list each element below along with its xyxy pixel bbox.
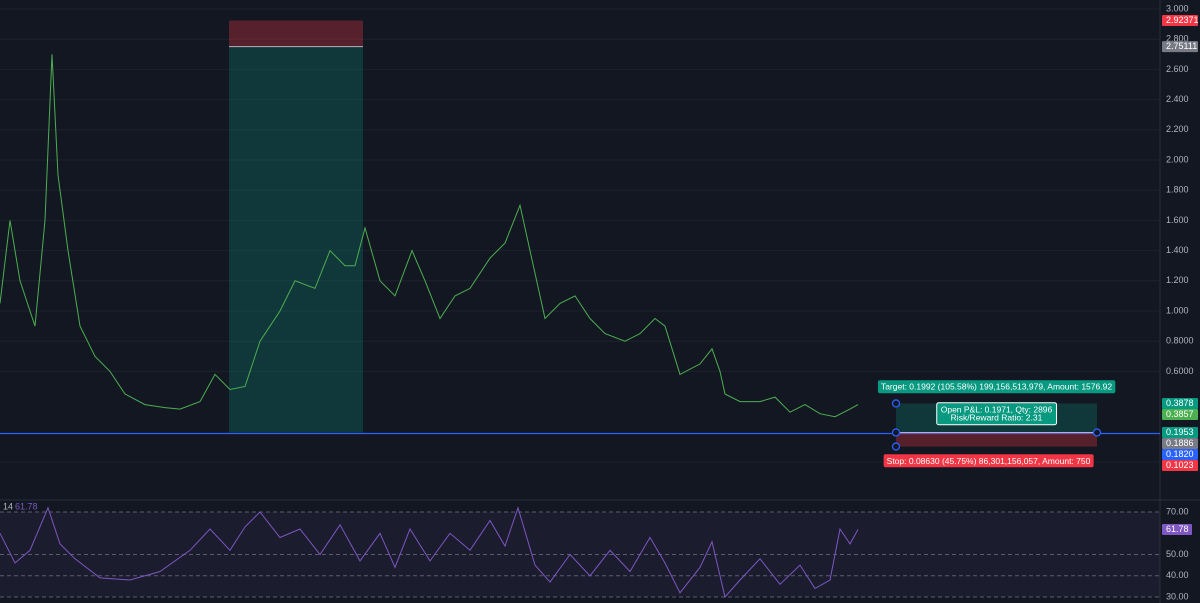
handle [1092, 428, 1102, 437]
label-box [936, 402, 1058, 426]
rsi-period: 14 [3, 501, 13, 511]
rsi-legend-value: 61.78 [15, 501, 38, 511]
y-tick-label: 70.00 [1166, 506, 1189, 516]
price-badge [1162, 427, 1198, 439]
y-tick-label: 1.400 [1166, 245, 1189, 255]
price-line [0, 54, 859, 418]
price-badge [1162, 438, 1198, 450]
label-box [883, 454, 1094, 468]
handle [891, 399, 901, 408]
price-badge [1162, 41, 1198, 53]
price-badge-label: 2.92371 [1166, 15, 1199, 25]
position-label: Open P&L: 0.1971, Qty: 2896 [941, 405, 1053, 415]
y-tick-label: 2.800 [1166, 34, 1189, 44]
handle [891, 428, 901, 437]
y-tick-label: 1.800 [1166, 185, 1189, 195]
y-tick-label: 50.00 [1166, 549, 1189, 559]
price-badge-label: 0.1953 [1166, 427, 1194, 437]
price-badge-label: 0.3878 [1166, 398, 1194, 408]
position-label: Stop: 0.08630 (45.75%) 86,301,156,057, A… [887, 456, 1091, 466]
long-stop-zone [896, 432, 1097, 447]
price-line [0, 506, 859, 599]
price-badge [1162, 460, 1198, 472]
price-badge-label: 0.3857 [1166, 409, 1194, 419]
rsi-band [0, 512, 1160, 597]
y-tick-label: 1.200 [1166, 275, 1189, 285]
price-badge [1162, 449, 1198, 461]
y-tick-label: 3.000 [1166, 3, 1189, 13]
price-badge [1162, 15, 1198, 27]
position-label: Risk/Reward Ratio: 2.31 [951, 413, 1043, 423]
y-tick-label: 1.000 [1166, 305, 1189, 315]
y-tick-label: 0.6000 [1166, 366, 1194, 376]
y-tick-label: 2.200 [1166, 124, 1189, 134]
y-tick-label: 2.400 [1166, 94, 1189, 104]
price-badge-label: 2.75111 [1166, 41, 1197, 51]
price-badge-label: 0.1886 [1166, 438, 1194, 448]
price-badge-label: 0.1820 [1166, 449, 1194, 459]
label-box [877, 380, 1116, 394]
y-tick-label: 40.00 [1166, 570, 1189, 580]
y-tick-label: 2.600 [1166, 64, 1189, 74]
y-tick-label: 1.600 [1166, 215, 1189, 225]
rsi-badge-label: 61.78 [1166, 524, 1189, 534]
position-label: Target: 0.1992 (105.58%) 199,156,513,979… [881, 382, 1112, 392]
price-badge [1162, 408, 1198, 420]
short-stop-zone [229, 20, 363, 47]
y-tick-label: 0.8000 [1166, 336, 1194, 346]
price-badge-label: 0.1023 [1166, 460, 1194, 470]
handle [891, 442, 901, 451]
price-badge [1162, 397, 1198, 409]
rsi-badge [1162, 523, 1192, 535]
y-tick-label: 30.00 [1166, 591, 1189, 601]
y-tick-label: 2.000 [1166, 154, 1189, 164]
